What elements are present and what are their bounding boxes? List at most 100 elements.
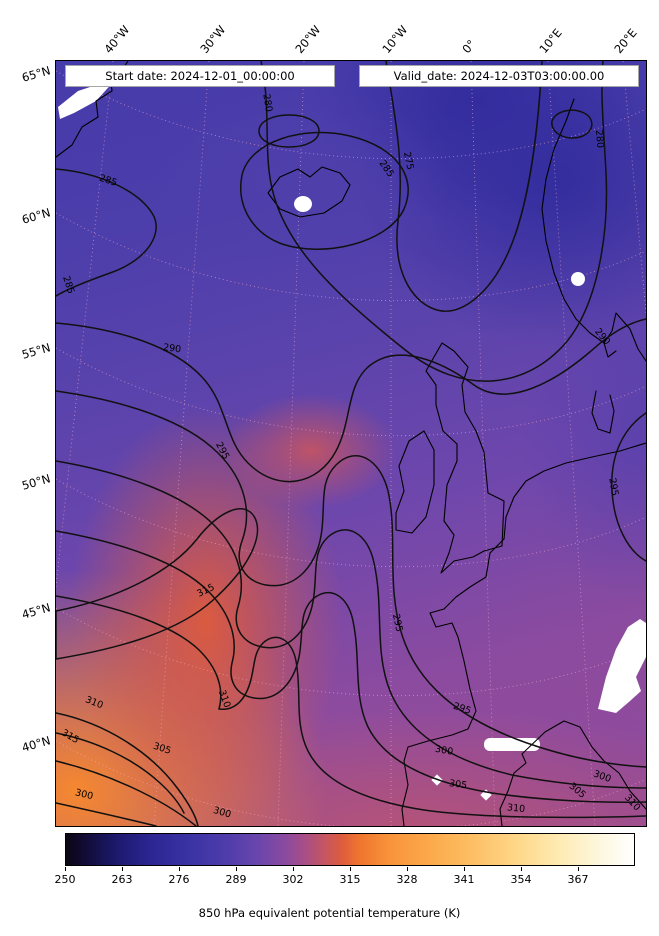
great-britain-coast <box>425 342 505 574</box>
contour-label: 300 <box>591 768 613 786</box>
latitude-axis: 65°N 60°N 55°N 50°N 45°N 40°N <box>0 60 54 825</box>
colorbar-tickmark <box>578 867 579 871</box>
contour-label: 285 <box>97 172 119 189</box>
colorbar-tickmark <box>122 867 123 871</box>
colorbar-tick-label: 367 <box>567 873 589 886</box>
iceland-coast <box>267 166 351 218</box>
colorbar <box>65 833 635 866</box>
contour-label: 305 <box>448 778 468 792</box>
colorbar-tickmark <box>521 867 522 871</box>
contour-315-corner <box>56 712 199 826</box>
contour-305-corner <box>56 760 197 826</box>
norway-ice-patch <box>571 272 585 286</box>
contour-280 <box>260 61 608 382</box>
contour-label: 295 <box>213 440 232 462</box>
contour-295-east <box>611 412 646 562</box>
map-overlay <box>56 61 646 826</box>
lon-tick-label: 20°W <box>292 22 324 57</box>
contour-300-corner <box>56 802 157 826</box>
contour-290-pocket <box>258 114 320 148</box>
lon-tick-label: 40°W <box>101 22 133 57</box>
contour-label: 290 <box>162 342 182 356</box>
contour-label: 300 <box>211 804 233 821</box>
contour-label: 285 <box>60 274 77 296</box>
contour-label: 300 <box>434 743 454 758</box>
contour-label: 305 <box>151 740 173 757</box>
denmark-coast <box>591 390 615 434</box>
colorbar-tick-label: 354 <box>510 873 532 886</box>
contour-label: 290 <box>592 326 613 348</box>
france-iberia-coast <box>401 538 505 826</box>
pyrenees-patch <box>484 738 540 751</box>
colorbar-tickmark <box>464 867 465 871</box>
ireland-coast <box>395 430 435 534</box>
colorbar-tick-label: 289 <box>225 873 247 886</box>
start-date-box: Start date: 2024-12-01_00:00:00 <box>65 65 335 87</box>
lat-tick-label: 60°N <box>20 205 52 227</box>
contour-label: 295 <box>606 477 621 497</box>
lon-tick-label: 10°E <box>536 25 565 56</box>
contour-305 <box>56 530 646 803</box>
contour-labels-layer: 275 280 280 285 285 285 290 290 295 295 295 295 300 3… <box>56 61 646 826</box>
contour-315-tongue <box>56 508 259 660</box>
lon-tick-label: 20°E <box>611 25 640 56</box>
lat-tick-label: 55°N <box>20 340 52 362</box>
lat-tick-label: 65°N <box>20 63 52 85</box>
colorbar-tickmark <box>350 867 351 871</box>
contour-label: 310 <box>506 802 526 816</box>
longitude-axis: 40°W 30°W 20°W 10°W 0° 10°E 20°E <box>0 0 659 58</box>
colorbar-tick-label: 302 <box>282 873 304 886</box>
contour-310-corner <box>56 732 185 814</box>
lon-tick-label: 10°W <box>379 22 411 57</box>
colorbar-tickmark <box>179 867 180 871</box>
terrain-mask-patches <box>58 69 646 801</box>
contour-label: 295 <box>389 612 405 633</box>
colorbar-tick-label: 263 <box>111 873 133 886</box>
colorbar-tick-label: 250 <box>54 873 76 886</box>
contour-label: 280 <box>260 93 275 113</box>
colorbar-tick-label: 315 <box>339 873 361 886</box>
mediterranean-coast <box>499 720 646 826</box>
contour-label: 300 <box>73 787 95 803</box>
contour-label: 310 <box>215 688 233 710</box>
lon-tick-label: 30°W <box>197 22 229 57</box>
colorbar-tickmark <box>236 867 237 871</box>
contour-label: 295 <box>451 700 473 717</box>
contour-label: 285 <box>376 158 396 180</box>
north-sea-coast <box>503 442 646 540</box>
contour-label: 275 <box>400 150 416 171</box>
coastlines <box>56 61 646 826</box>
contour-label: 310 <box>83 694 105 712</box>
contour-285-iceland <box>240 131 409 250</box>
lat-tick-label: 50°N <box>20 471 52 493</box>
contour-275 <box>385 61 543 312</box>
alps-patch <box>598 619 646 713</box>
contour-label: 310 <box>622 792 643 814</box>
start-date-text: Start date: 2024-12-01_00:00:00 <box>105 69 295 83</box>
colorbar-tickmark <box>407 867 408 871</box>
colorbar-tickmark <box>293 867 294 871</box>
contour-label: 315 <box>195 581 217 600</box>
temperature-field <box>56 61 646 826</box>
valid-date-box: Valid_date: 2024-12-03T03:00:00.00 <box>359 65 639 87</box>
colorbar-tick-label: 341 <box>453 873 475 886</box>
iceland-ice-patch <box>294 196 312 212</box>
contour-295 <box>56 390 646 768</box>
greenland-ice-patch <box>58 69 116 119</box>
lat-tick-label: 45°N <box>20 600 52 622</box>
lat-tick-label: 40°N <box>20 733 52 755</box>
contour-label: 280 <box>592 129 606 149</box>
colorbar-tick-label: 328 <box>396 873 418 886</box>
colorbar-tick-label: 276 <box>168 873 190 886</box>
lon-tick-label: 0° <box>459 36 479 56</box>
map-panel: 275 280 280 285 285 285 290 290 295 295 295 295 300 3… <box>55 60 647 827</box>
contour-label: 305 <box>566 780 588 801</box>
contour-lines <box>56 61 646 826</box>
contour-label: 315 <box>59 727 81 747</box>
contour-280-inner <box>551 109 593 139</box>
contour-300 <box>56 460 646 789</box>
contour-310 <box>56 595 646 819</box>
colorbar-tickmark <box>65 867 66 871</box>
contour-290 <box>56 318 646 483</box>
